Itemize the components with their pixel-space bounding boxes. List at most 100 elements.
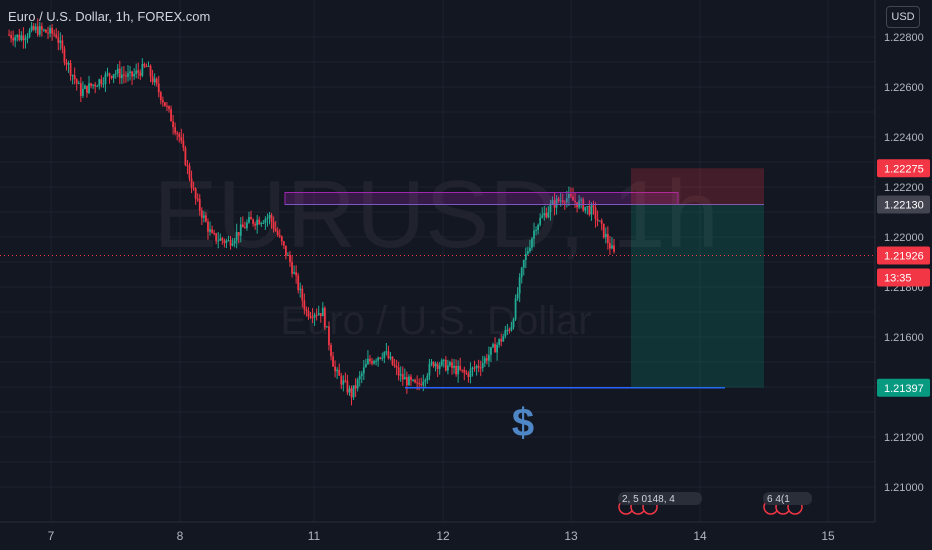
- candle-body: [367, 358, 369, 364]
- candle-body: [590, 205, 593, 215]
- candle-body: [457, 365, 460, 375]
- event-marker-badge: [618, 492, 702, 505]
- candle-body: [241, 224, 244, 228]
- candle-body: [401, 374, 404, 380]
- candle-body: [592, 205, 595, 208]
- candle-body: [604, 233, 607, 238]
- y-tick-label: 1.22800: [884, 32, 924, 44]
- candle-body: [233, 240, 236, 244]
- candle-body: [125, 75, 127, 77]
- chart-title: Euro / U.S. Dollar, 1h, FOREX.com: [8, 9, 211, 24]
- candle-body: [580, 199, 583, 201]
- y-tick-label: 1.21000: [884, 482, 924, 494]
- candle-body: [360, 373, 363, 376]
- candle-body: [178, 134, 181, 138]
- candle-body: [71, 75, 74, 77]
- candle-body: [272, 221, 275, 229]
- candle-body: [67, 63, 70, 65]
- candle-body: [496, 344, 499, 353]
- candle-body: [602, 223, 605, 238]
- candle-body: [584, 206, 587, 211]
- candle-body: [354, 385, 357, 389]
- candle-body: [557, 198, 560, 202]
- candle-body: [502, 336, 505, 342]
- candle-body: [596, 218, 599, 222]
- candle-body: [364, 363, 367, 368]
- candle-body: [594, 207, 597, 219]
- candle-body: [436, 363, 439, 369]
- take-profit-label: 1.21397: [884, 383, 924, 395]
- candle-body: [260, 223, 263, 225]
- x-tick-label: 14: [693, 529, 707, 543]
- candle-body: [98, 79, 101, 87]
- candle-body: [588, 206, 591, 215]
- candle-body: [514, 298, 517, 320]
- x-tick-label: 7: [48, 529, 55, 543]
- x-tick-label: 8: [177, 529, 184, 543]
- candle-body: [186, 165, 189, 167]
- candle-body: [492, 344, 494, 348]
- candle-body: [309, 316, 312, 318]
- candle-body: [92, 84, 95, 86]
- candle-body: [352, 385, 355, 398]
- countdown-label-bg: [877, 268, 930, 287]
- entry-label-bg: [877, 195, 930, 214]
- watermark-name: Euro / U.S. Dollar: [280, 299, 591, 343]
- candle-body: [90, 83, 92, 86]
- candle-body: [565, 198, 568, 203]
- candle-body: [432, 362, 435, 367]
- candle-body: [490, 347, 492, 355]
- candle-body: [561, 200, 564, 203]
- candle-body: [157, 83, 160, 93]
- candle-body: [118, 68, 121, 79]
- candle-body: [475, 365, 478, 369]
- candle-body: [307, 310, 310, 317]
- candle-body: [59, 40, 62, 43]
- candle-body: [481, 363, 484, 369]
- candle-body: [358, 375, 361, 380]
- candle-body: [276, 230, 279, 236]
- candle-body: [440, 360, 443, 366]
- candle-body: [141, 63, 144, 76]
- candle-body: [18, 34, 21, 40]
- candle-body: [524, 253, 527, 261]
- watermark-symbol: EURUSD, 1h: [153, 161, 719, 268]
- candle-body: [131, 71, 133, 77]
- candle-body: [334, 366, 337, 372]
- stop-loss-label: 1.22275: [884, 163, 924, 175]
- candle-body: [323, 307, 326, 328]
- candle-body: [10, 35, 13, 39]
- candle-body: [16, 34, 19, 38]
- candle-body: [237, 232, 240, 236]
- candle-body: [301, 288, 304, 301]
- candle-body: [303, 300, 306, 310]
- candle-body: [188, 165, 191, 179]
- candle-body: [106, 73, 109, 75]
- candle-body: [34, 26, 37, 30]
- candle-body: [572, 196, 574, 201]
- candle-body: [180, 137, 183, 141]
- candle-body: [36, 26, 39, 35]
- candle-body: [469, 369, 472, 377]
- candle-body: [428, 363, 431, 376]
- x-tick-label: 13: [564, 529, 578, 543]
- candle-body: [196, 198, 199, 200]
- candle-body: [184, 147, 187, 166]
- candle-body: [387, 351, 390, 359]
- candle-body: [516, 293, 519, 299]
- candle-body: [266, 217, 269, 219]
- candle-body: [426, 375, 429, 381]
- currency-button[interactable]: USD: [886, 6, 920, 28]
- candle-body: [43, 29, 45, 31]
- candle-body: [182, 140, 185, 148]
- candle-body: [8, 34, 10, 36]
- candle-body: [229, 240, 232, 246]
- candle-body: [164, 102, 166, 107]
- candle-body: [397, 367, 400, 376]
- candle-body: [225, 240, 228, 243]
- candle-body: [47, 32, 49, 34]
- candle-body: [289, 254, 291, 263]
- candle-body: [122, 74, 125, 76]
- candle-body: [350, 388, 353, 398]
